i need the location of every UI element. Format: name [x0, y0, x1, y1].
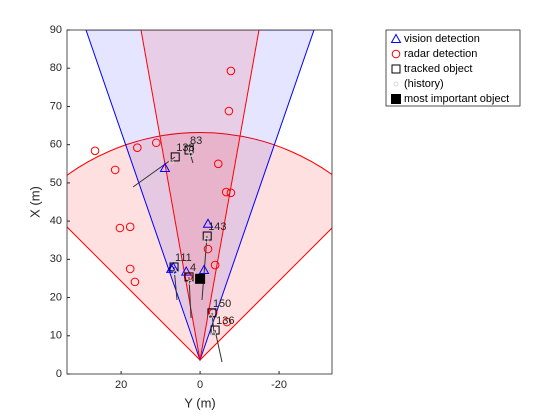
track-label: 136 — [216, 315, 234, 327]
legend-label: radar detection — [404, 48, 477, 60]
y-tick-label: 20 — [50, 291, 62, 303]
radar-detection — [213, 159, 223, 169]
track-label: 4 — [190, 262, 196, 274]
radar-detection — [125, 222, 135, 232]
tracked-object — [391, 64, 401, 74]
x-tick-label: -20 — [271, 379, 287, 391]
legend-label: most important object — [404, 93, 509, 105]
radar-detection — [115, 223, 125, 233]
radar-detection — [130, 277, 140, 287]
most-important-object — [195, 273, 206, 284]
radar-detection — [391, 49, 401, 59]
radar-short-coverage — [67, 132, 332, 361]
radar-detection — [222, 317, 232, 327]
coverage — [67, 30, 332, 363]
track-label: 143 — [208, 221, 226, 233]
radar-detection — [90, 146, 100, 156]
legend-label: (history) — [404, 78, 444, 90]
radar-detection — [203, 244, 213, 254]
history — [168, 159, 174, 165]
history — [188, 151, 194, 157]
x-tick-label: 0 — [197, 379, 203, 391]
radar-detection — [226, 188, 236, 198]
history — [203, 237, 209, 243]
radar-detection — [125, 264, 135, 274]
axes-box — [66, 29, 333, 375]
vision-detection — [390, 33, 402, 43]
radar-detection — [132, 143, 142, 153]
vision-detection — [180, 266, 192, 276]
legend — [385, 29, 521, 107]
most-important-object — [391, 94, 401, 104]
radar-detection — [210, 260, 220, 270]
y-tick-label: 50 — [50, 177, 62, 189]
tracked-object — [202, 231, 212, 241]
legend-label: vision detection — [404, 33, 480, 45]
radar-detection — [221, 187, 231, 197]
y-tick-label: 10 — [50, 330, 62, 342]
vision-detection — [198, 264, 210, 275]
radar-detection — [226, 66, 236, 76]
plot-area — [67, 30, 332, 374]
legend-label: tracked object — [404, 63, 472, 75]
vision-detection — [165, 263, 177, 273]
radar-long-coverage — [140, 30, 260, 361]
radar-detection — [151, 138, 161, 148]
history — [393, 81, 399, 87]
y-tick-label: 60 — [50, 139, 62, 151]
track-label: 83 — [190, 135, 202, 147]
radar-detection — [110, 165, 120, 175]
y-tick-label: 0 — [56, 368, 62, 380]
vision-detection — [202, 218, 214, 228]
tracked-object — [170, 152, 180, 162]
y-tick-label: 30 — [50, 253, 62, 265]
y-tick-label: 70 — [50, 100, 62, 112]
vision-detection — [159, 162, 171, 172]
y-axis-label: X (m) — [27, 186, 42, 218]
x-tick-label: 20 — [115, 379, 127, 391]
y-tick-label: 80 — [50, 62, 62, 74]
track-label: 150 — [213, 298, 231, 310]
history — [187, 279, 193, 285]
history — [211, 331, 217, 337]
radar-detection — [224, 106, 234, 116]
y-tick-label: 40 — [50, 215, 62, 227]
x-axis-label: Y (m) — [184, 395, 216, 410]
history — [207, 314, 213, 320]
track-label: 111 — [175, 252, 192, 264]
vision-coverage — [85, 30, 315, 362]
history — [173, 270, 179, 276]
y-tick-label: 90 — [50, 24, 62, 36]
